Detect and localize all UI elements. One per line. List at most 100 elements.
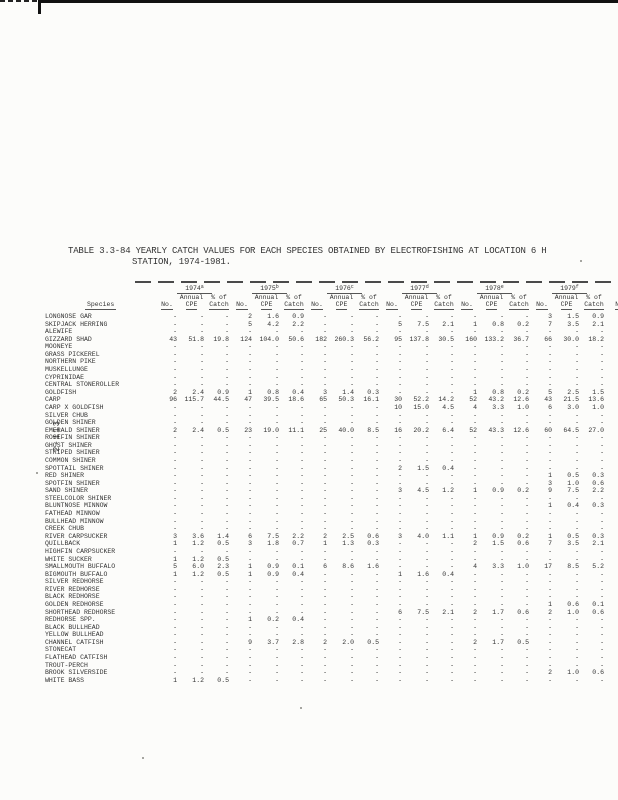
cell: - <box>398 525 402 533</box>
cpe-label: CPE <box>485 301 498 310</box>
cell: 9 <box>548 487 552 495</box>
cell: - <box>350 631 354 639</box>
cell: 0.2 <box>517 487 529 495</box>
cell: - <box>425 494 429 502</box>
cell: - <box>323 320 327 328</box>
cell: - <box>350 517 354 525</box>
table-row: GOLDEN REDHORSE - - - - - - - - - - - - - - - 1 0.6 0.1 <box>45 601 618 609</box>
cell: - <box>450 616 454 624</box>
cell: - <box>473 525 477 533</box>
cell: 4 <box>473 563 477 571</box>
cell: - <box>473 419 477 427</box>
no-label: No. <box>311 301 323 310</box>
cell: 8.5 <box>567 563 579 571</box>
cell: - <box>173 441 177 449</box>
cell: - <box>548 411 552 419</box>
table-row: WHITE SUCKER 1 1.2 0.5 - - - - - - - - - - - - - - - <box>45 556 618 564</box>
cell: - <box>375 623 379 631</box>
cell: - <box>350 510 354 518</box>
cell: 0.7 <box>292 540 304 548</box>
cell: - <box>525 676 529 684</box>
cell: 115.7 <box>184 396 204 404</box>
cell: - <box>575 517 579 525</box>
cell: - <box>248 547 252 555</box>
cell: - <box>425 373 429 381</box>
cell: - <box>350 547 354 555</box>
species-name: HIGHFIN CARPSUCKER <box>45 547 116 555</box>
cell: - <box>425 563 429 571</box>
cell: - <box>600 631 604 639</box>
table-row: RIVER CARPSUCKER 3 3.6 1.4 6 7.5 2.2 2 2.5 0.6 3 4.… <box>45 533 618 541</box>
cell: - <box>248 350 252 358</box>
cell: - <box>300 419 304 427</box>
cell: - <box>500 449 504 457</box>
cell: - <box>275 373 279 381</box>
cell: - <box>350 403 354 411</box>
cpe-label: CPE <box>260 301 273 310</box>
cell: - <box>248 434 252 442</box>
cell: 19.8 <box>213 335 229 343</box>
cell: 56.2 <box>363 335 379 343</box>
cell: 0.3 <box>592 472 604 480</box>
cell: 0.4 <box>292 616 304 624</box>
cell: - <box>200 623 204 631</box>
cell: - <box>350 661 354 669</box>
table-row: EMERALD SHINER 2 2.4 0.5 23 19.0 11.1 25 40.0 8.5… <box>45 427 618 435</box>
cell: - <box>450 623 454 631</box>
cell: - <box>200 547 204 555</box>
cell: - <box>450 510 454 518</box>
cell: - <box>450 313 454 320</box>
cell: - <box>473 646 477 654</box>
cell: 5 <box>248 320 252 328</box>
cell: 7 <box>548 540 552 548</box>
cell: - <box>350 343 354 351</box>
cell: - <box>323 487 327 495</box>
cell: - <box>398 631 402 639</box>
pct-of-label: % of <box>361 294 377 301</box>
species-name: RED SHINER <box>45 472 85 480</box>
cell: - <box>500 510 504 518</box>
year-header: 1975b <box>232 284 307 294</box>
cell: - <box>225 525 229 533</box>
table-row: SAND SHINER - - - - - - - - - 3 4.5 1.2 1 0.9 0.2 9 7.5 2.… <box>45 487 618 495</box>
cell: - <box>575 449 579 457</box>
cell: - <box>575 419 579 427</box>
cell: - <box>548 676 552 684</box>
species-name: COMMON SHINER <box>45 456 96 464</box>
cell: - <box>548 441 552 449</box>
cell: - <box>548 350 552 358</box>
cell: - <box>500 411 504 419</box>
cell: - <box>398 373 402 381</box>
cell: - <box>575 593 579 601</box>
table-row: NORTHERN PIKE - - - - - - - - - - - - - - - - - - <box>45 358 618 366</box>
cell: - <box>275 631 279 639</box>
cell: - <box>548 585 552 593</box>
cell: 0.4 <box>442 570 454 578</box>
cell: 15.0 <box>413 403 429 411</box>
cell: - <box>548 517 552 525</box>
cell: - <box>548 358 552 366</box>
cell: - <box>248 411 252 419</box>
cell: 0.3 <box>367 540 379 548</box>
cell: - <box>300 646 304 654</box>
cell: - <box>473 578 477 586</box>
cell: - <box>425 381 429 389</box>
cell: - <box>375 600 379 608</box>
cell: - <box>200 328 204 336</box>
cell: - <box>173 479 177 487</box>
cell: 95 <box>394 335 402 343</box>
cell: - <box>548 631 552 639</box>
cell: 4.2 <box>267 320 279 328</box>
cell: - <box>200 638 204 646</box>
cell: - <box>300 358 304 366</box>
cell: - <box>473 381 477 389</box>
cell: - <box>600 547 604 555</box>
cell: - <box>300 578 304 586</box>
cell: - <box>248 464 252 472</box>
cell: - <box>450 388 454 396</box>
catch-label: Catch <box>359 301 379 310</box>
cell: 1.4 <box>217 532 229 540</box>
year-header: 1974a <box>157 284 232 294</box>
species-name: CARP X GOLDFISH <box>45 403 104 411</box>
